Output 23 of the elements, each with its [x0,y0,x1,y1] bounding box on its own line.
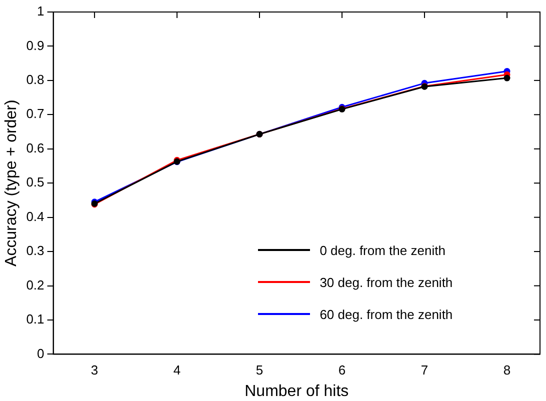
y-tick-label: 0.7 [26,106,44,122]
legend-label: 0 deg. from the zenith [320,242,446,258]
x-tick-label: 4 [173,362,181,378]
point [504,74,510,82]
y-tick-label: 0 [37,346,44,361]
y-tick-label: 0.1 [26,312,44,327]
y-tick-label: 0.5 [26,174,44,190]
x-tick-label: 6 [338,362,346,378]
legend-label: 60 deg. from the zenith [320,306,453,322]
y-tick-label: 1 [37,4,44,19]
x-tick-label: 3 [90,362,98,378]
x-tick-label: 7 [420,362,428,378]
x-axis-title: Number of hits [244,382,349,400]
x-tick-label: 8 [503,362,511,378]
y-tick-label: 0.6 [26,140,44,156]
y-tick-label: 0.2 [26,277,44,292]
y-tick-label: 0.4 [26,208,44,224]
y-axis-title: Accuracy (type + order) [3,100,20,266]
x-tick-label: 5 [256,362,264,378]
legend-label: 30 deg. from the zenith [320,274,453,290]
y-tick-label: 0.9 [26,38,44,53]
y-tick-label: 0.8 [26,72,44,88]
y-tick-label: 0.3 [26,243,44,258]
